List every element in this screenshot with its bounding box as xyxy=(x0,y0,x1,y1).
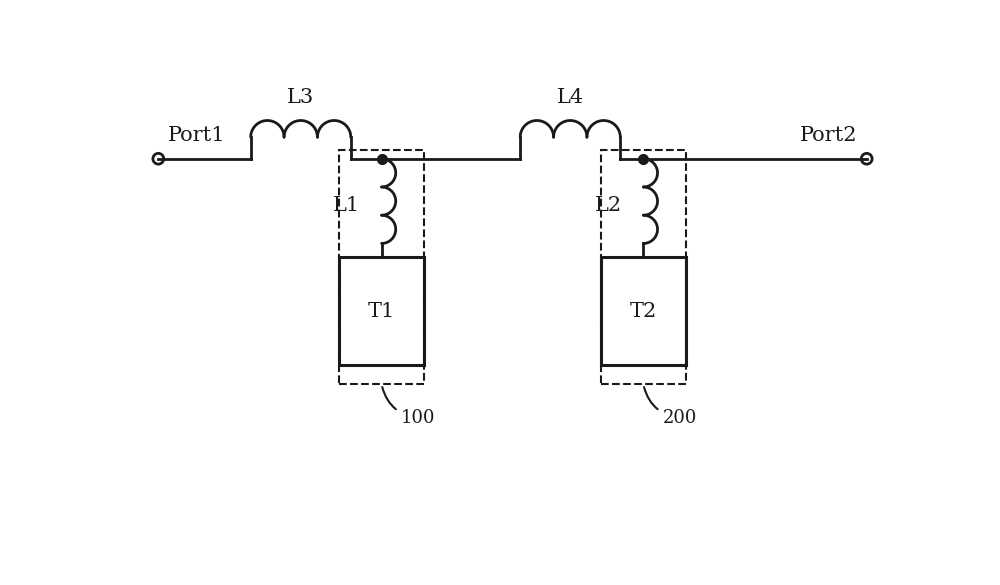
Text: 200: 200 xyxy=(644,387,697,427)
Bar xyxy=(339,257,424,365)
Text: L2: L2 xyxy=(595,196,622,215)
Text: Port1: Port1 xyxy=(168,126,225,145)
Bar xyxy=(601,150,686,384)
Bar xyxy=(339,150,424,384)
Text: T1: T1 xyxy=(368,302,395,321)
Text: L1: L1 xyxy=(333,196,360,215)
Text: 100: 100 xyxy=(382,387,435,427)
Text: L4: L4 xyxy=(557,88,584,106)
Text: Port2: Port2 xyxy=(800,126,857,145)
Bar xyxy=(601,257,686,365)
Text: L3: L3 xyxy=(287,88,314,106)
Text: T2: T2 xyxy=(630,302,657,321)
